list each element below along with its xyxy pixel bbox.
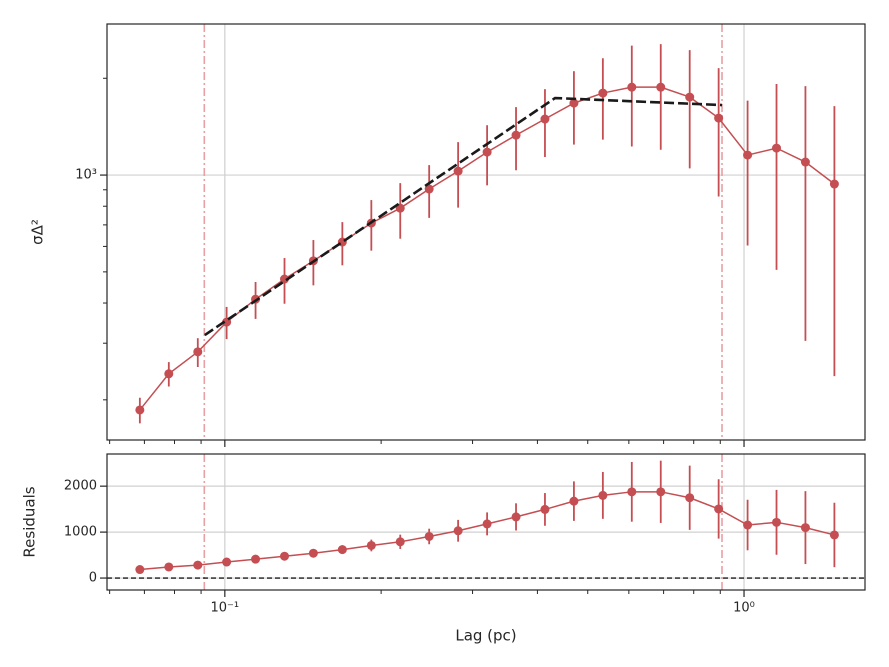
fit-line xyxy=(204,96,723,337)
data-point xyxy=(656,82,666,92)
data-point xyxy=(800,523,810,533)
axes-frame xyxy=(106,23,866,441)
data-point xyxy=(598,490,608,500)
data-point xyxy=(772,517,782,527)
data-point xyxy=(627,487,637,497)
data-point xyxy=(772,143,782,153)
data-point xyxy=(685,92,695,102)
data-point xyxy=(366,540,376,550)
data-point xyxy=(482,519,492,529)
data-point xyxy=(685,493,695,503)
data-point xyxy=(164,369,174,379)
y-axis-label: σΔ² xyxy=(29,219,47,245)
data-point xyxy=(800,157,810,167)
data-point xyxy=(627,82,637,92)
data-point xyxy=(308,548,318,558)
data-point xyxy=(424,184,434,194)
y-tick-label: 2000 xyxy=(64,479,97,494)
data-point xyxy=(193,347,203,357)
data-point xyxy=(569,496,579,506)
data-point xyxy=(743,520,753,530)
data-point xyxy=(482,147,492,157)
axes-frame xyxy=(106,453,866,591)
y-axis-label: Residuals xyxy=(21,486,39,557)
y-tick-label: 0 xyxy=(89,571,97,586)
data-point xyxy=(395,537,405,547)
data-point xyxy=(569,98,579,108)
x-axis-label: Lag (pc) xyxy=(455,627,516,645)
data-point xyxy=(424,531,434,541)
data-point xyxy=(135,565,145,575)
data-point xyxy=(829,530,839,540)
data-point xyxy=(743,150,753,160)
data-point xyxy=(222,557,232,567)
y-tick-label: 1000 xyxy=(64,525,97,540)
data-point xyxy=(540,504,550,514)
data-point xyxy=(337,545,347,555)
data-point xyxy=(251,554,261,564)
data-point xyxy=(511,130,521,140)
data-point xyxy=(540,114,550,124)
data-point xyxy=(280,274,290,284)
data-point xyxy=(164,562,174,572)
data-point xyxy=(135,405,145,415)
data-point xyxy=(714,504,724,514)
x-tick-label: 10⁰ xyxy=(733,601,755,616)
data-point xyxy=(511,512,521,522)
y-tick-label: 10³ xyxy=(75,168,97,183)
data-point xyxy=(453,526,463,536)
data-point xyxy=(829,179,839,189)
x-tick-label: 10⁻¹ xyxy=(211,601,240,616)
data-point xyxy=(656,487,666,497)
data-point xyxy=(395,203,405,213)
data-point xyxy=(193,560,203,570)
data-point xyxy=(280,551,290,561)
data-point xyxy=(714,113,724,123)
data-point xyxy=(598,88,608,98)
data-point xyxy=(453,166,463,176)
